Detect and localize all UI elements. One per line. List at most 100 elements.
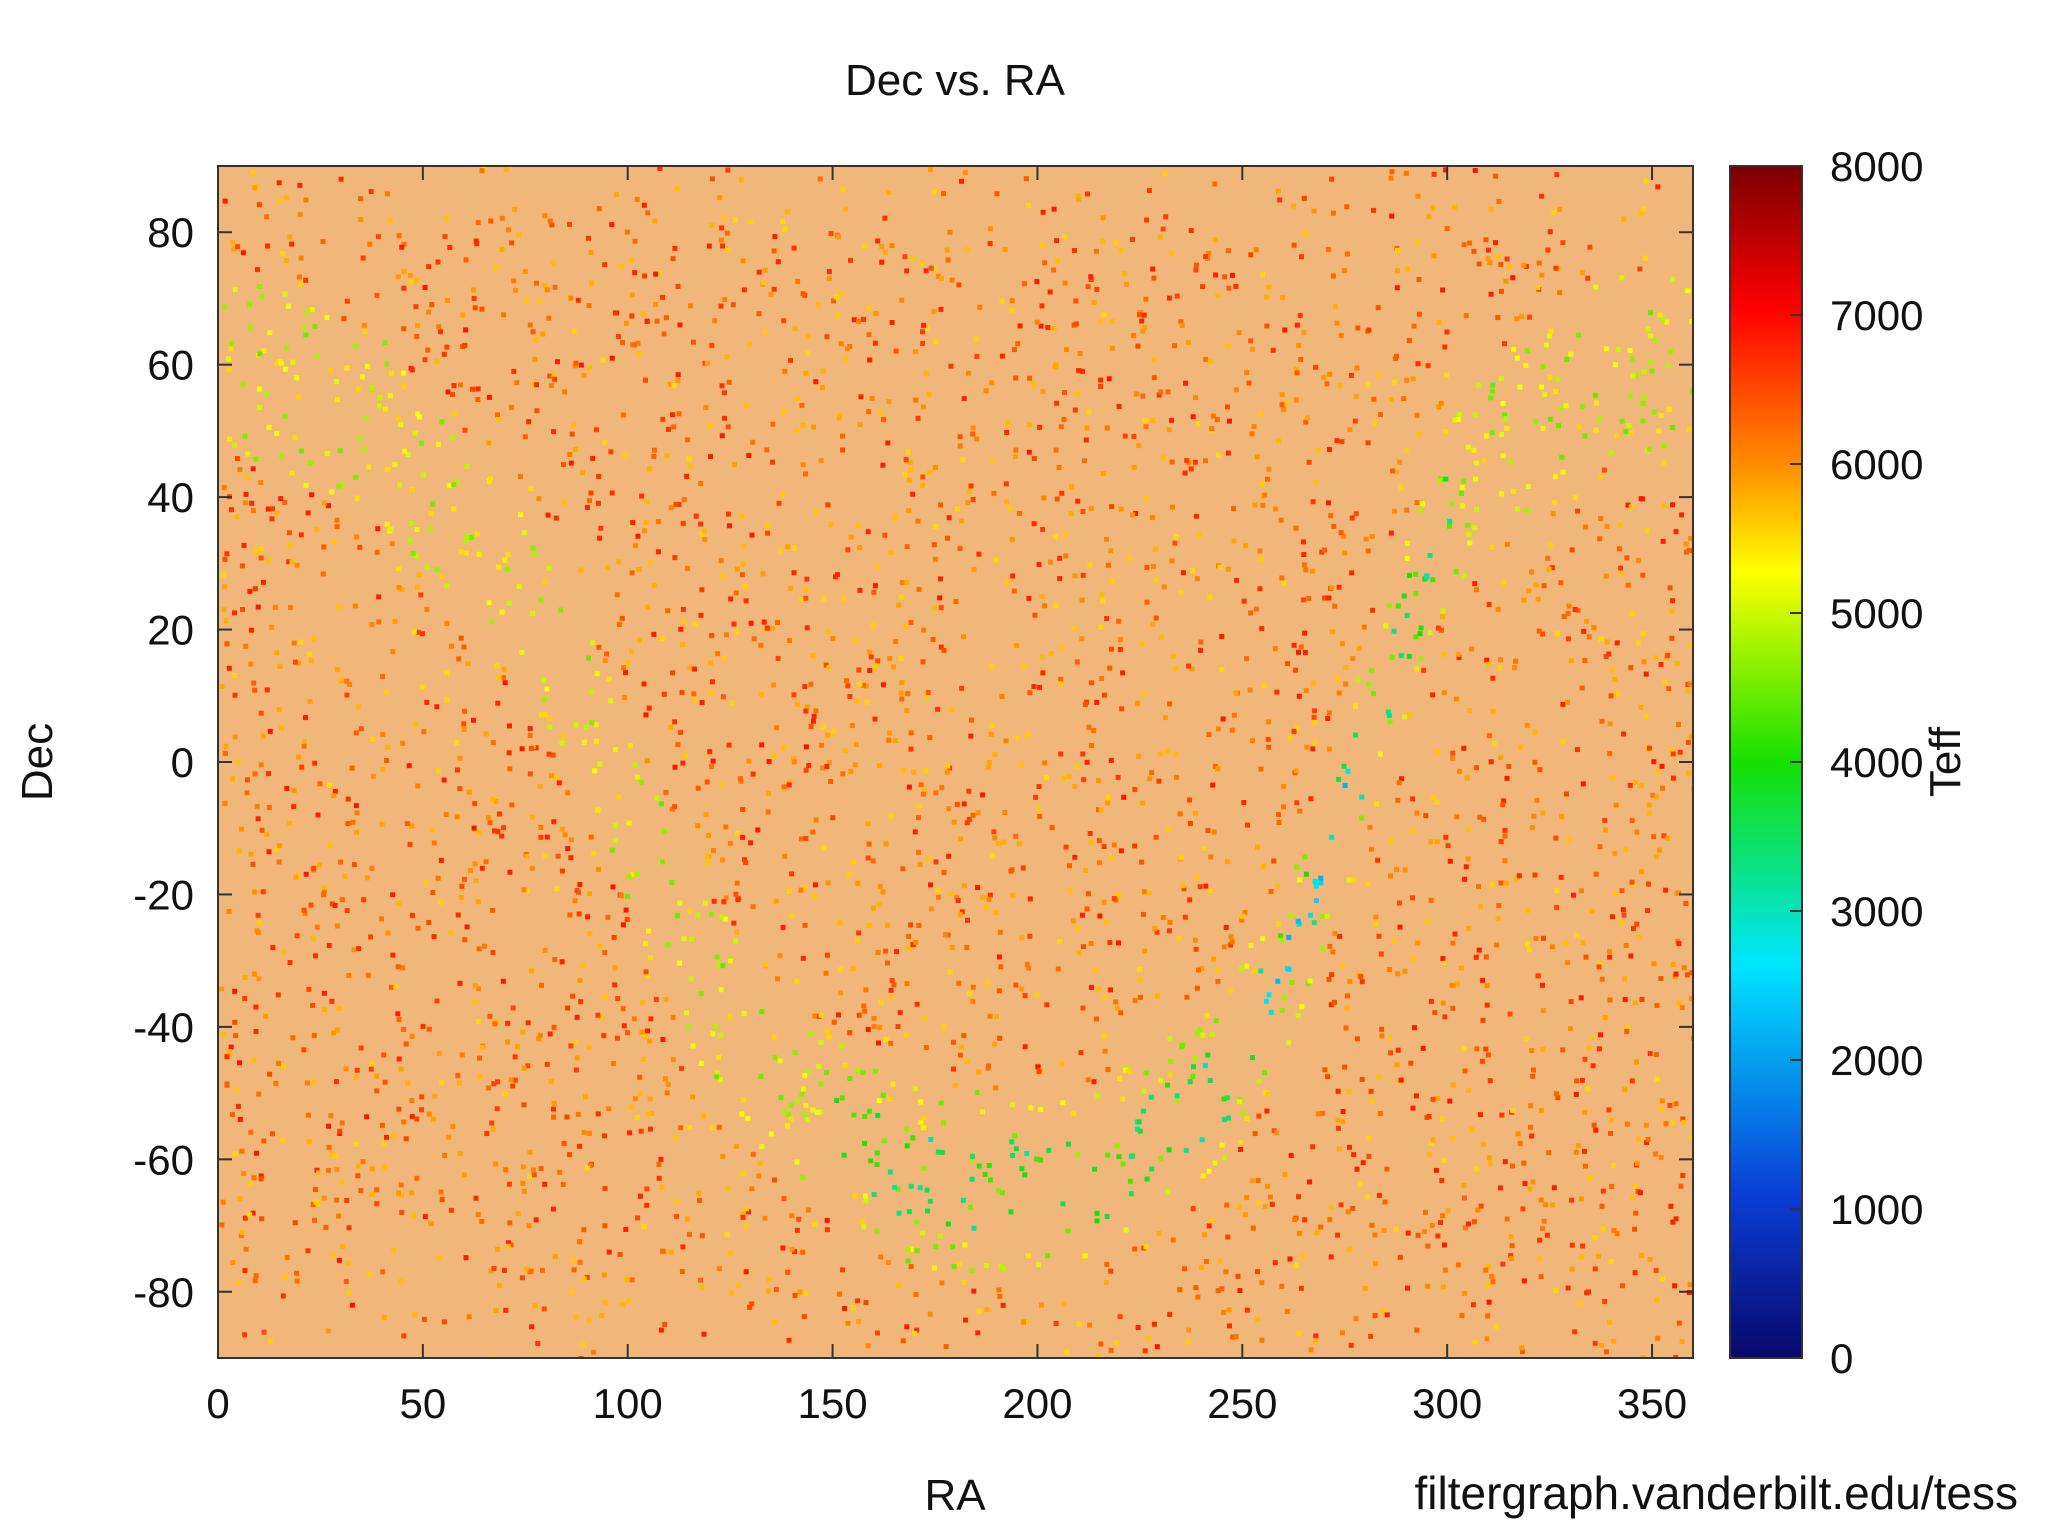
scatter-point bbox=[631, 1016, 637, 1022]
scatter-point bbox=[408, 272, 414, 278]
scatter-point bbox=[434, 704, 440, 710]
scatter-point bbox=[1001, 839, 1007, 845]
scatter-point bbox=[672, 245, 678, 251]
scatter-point bbox=[250, 508, 256, 514]
scatter-point bbox=[1376, 933, 1382, 939]
scatter-point bbox=[1391, 628, 1397, 634]
scatter-point bbox=[1418, 656, 1424, 662]
scatter-point bbox=[1369, 1098, 1375, 1104]
scatter-point bbox=[598, 525, 604, 531]
scatter-point bbox=[828, 779, 834, 784]
scatter-point bbox=[226, 909, 232, 914]
scatter-point bbox=[542, 213, 548, 219]
scatter-point bbox=[1170, 504, 1175, 510]
scatter-point bbox=[875, 658, 881, 664]
scatter-point bbox=[431, 934, 437, 940]
scatter-point bbox=[702, 528, 708, 534]
scatter-point bbox=[1538, 1107, 1544, 1113]
scatter-point bbox=[1117, 637, 1123, 643]
scatter-point bbox=[1569, 1242, 1575, 1248]
scatter-point bbox=[952, 1083, 958, 1089]
scatter-point bbox=[1489, 430, 1495, 436]
scatter-point bbox=[1490, 388, 1495, 394]
scatter-point bbox=[1075, 1152, 1081, 1158]
scatter-point bbox=[703, 900, 709, 906]
scatter-point bbox=[1010, 1153, 1015, 1158]
scatter-point bbox=[567, 1152, 573, 1158]
scatter-point bbox=[522, 269, 528, 275]
scatter-point bbox=[1684, 972, 1690, 978]
scatter-point bbox=[1596, 1046, 1602, 1052]
scatter-point bbox=[800, 422, 806, 428]
scatter-point bbox=[336, 1213, 341, 1219]
scatter-point bbox=[1008, 868, 1014, 874]
scatter-point bbox=[352, 343, 358, 349]
scatter-point bbox=[590, 455, 596, 461]
scatter-point bbox=[275, 992, 281, 998]
scatter-point bbox=[1174, 1098, 1180, 1104]
scatter-point bbox=[1447, 1098, 1453, 1104]
scatter-point bbox=[1485, 247, 1491, 253]
scatter-point bbox=[1366, 681, 1372, 687]
scatter-point bbox=[708, 660, 713, 666]
scatter-point bbox=[286, 559, 292, 565]
scatter-point bbox=[294, 933, 300, 939]
scatter-point bbox=[1158, 635, 1164, 641]
scatter-point bbox=[1655, 769, 1661, 775]
scatter-point bbox=[529, 814, 535, 820]
scatter-point bbox=[1455, 1262, 1461, 1268]
scatter-point bbox=[1540, 363, 1546, 369]
scatter-point bbox=[756, 269, 762, 275]
scatter-point bbox=[1498, 657, 1503, 663]
scatter-point bbox=[1143, 424, 1149, 429]
scatter-point bbox=[709, 911, 714, 917]
scatter-point bbox=[1354, 365, 1360, 371]
scatter-point bbox=[708, 690, 714, 695]
scatter-point bbox=[1027, 896, 1033, 902]
scatter-point bbox=[1314, 879, 1320, 885]
scatter-point bbox=[1034, 279, 1040, 285]
scatter-point bbox=[237, 1116, 243, 1122]
scatter-point bbox=[1297, 877, 1303, 883]
scatter-point bbox=[1429, 1222, 1435, 1228]
scatter-point bbox=[681, 936, 687, 942]
scatter-point bbox=[561, 1140, 567, 1146]
scatter-point bbox=[1395, 971, 1401, 977]
x-tick-label: 200 bbox=[1002, 1380, 1072, 1427]
scatter-point bbox=[507, 723, 512, 729]
scatter-point bbox=[1306, 596, 1312, 601]
scatter-point bbox=[1286, 1040, 1292, 1046]
scatter-point bbox=[1654, 1076, 1660, 1082]
scatter-point bbox=[233, 1033, 239, 1039]
scatter-point bbox=[1353, 1316, 1359, 1322]
scatter-point bbox=[975, 1069, 981, 1075]
scatter-point bbox=[941, 1120, 946, 1126]
scatter-point bbox=[250, 169, 256, 175]
scatter-point bbox=[1339, 963, 1345, 969]
scatter-point bbox=[723, 895, 729, 901]
scatter-point bbox=[1294, 800, 1300, 806]
scatter-point bbox=[962, 1242, 968, 1248]
scatter-point bbox=[792, 326, 798, 331]
scatter-point bbox=[353, 1074, 359, 1080]
scatter-point bbox=[904, 1143, 910, 1149]
scatter-point bbox=[336, 604, 342, 610]
scatter-point bbox=[581, 739, 587, 745]
scatter-point bbox=[368, 934, 374, 940]
scatter-point bbox=[640, 311, 646, 317]
scatter-point bbox=[1158, 1077, 1164, 1083]
scatter-point bbox=[1394, 867, 1399, 873]
scatter-point bbox=[919, 261, 925, 267]
scatter-point bbox=[538, 825, 544, 830]
scatter-point bbox=[1404, 507, 1410, 513]
scatter-point bbox=[559, 868, 565, 874]
scatter-point bbox=[1565, 699, 1570, 705]
scatter-point bbox=[1212, 181, 1218, 187]
scatter-point bbox=[808, 681, 814, 687]
scatter-point bbox=[1559, 814, 1565, 820]
scatter-point bbox=[1243, 543, 1249, 549]
scatter-point bbox=[838, 341, 844, 347]
y-axis-label: Dec bbox=[13, 723, 62, 801]
scatter-point bbox=[872, 583, 878, 589]
scatter-point bbox=[766, 790, 772, 796]
